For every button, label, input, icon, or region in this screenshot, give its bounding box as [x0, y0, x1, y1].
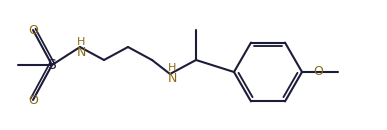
Text: S: S: [48, 58, 57, 72]
Text: N: N: [76, 46, 86, 58]
Text: N: N: [167, 72, 177, 84]
Text: O: O: [313, 66, 323, 79]
Text: H: H: [77, 37, 85, 47]
Text: O: O: [28, 24, 38, 37]
Text: O: O: [28, 93, 38, 106]
Text: H: H: [168, 63, 176, 73]
